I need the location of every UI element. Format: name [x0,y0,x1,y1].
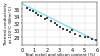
X-axis label: Total nickel and silicon content (%): Total nickel and silicon content (%) [24,52,95,56]
Point [40,16,42,17]
Point [74,34,75,35]
Point [50,22,52,23]
Point [56,25,58,26]
Point [66,30,68,31]
Point [54,23,55,24]
Point [59,27,60,28]
Point [87,37,89,38]
Point [37,15,39,16]
Point [62,29,64,30]
Point [84,37,85,38]
Point [29,10,30,11]
Point [26,9,28,10]
Point [46,18,48,19]
Y-axis label: Thermal conductivity
at 100°C (W/m°C): Thermal conductivity at 100°C (W/m°C) [4,2,13,45]
Point [71,30,73,31]
Point [95,40,97,41]
Point [69,32,70,33]
Point [32,11,34,12]
Point [35,13,37,14]
Point [91,39,93,40]
Point [44,19,45,20]
Point [79,36,80,37]
